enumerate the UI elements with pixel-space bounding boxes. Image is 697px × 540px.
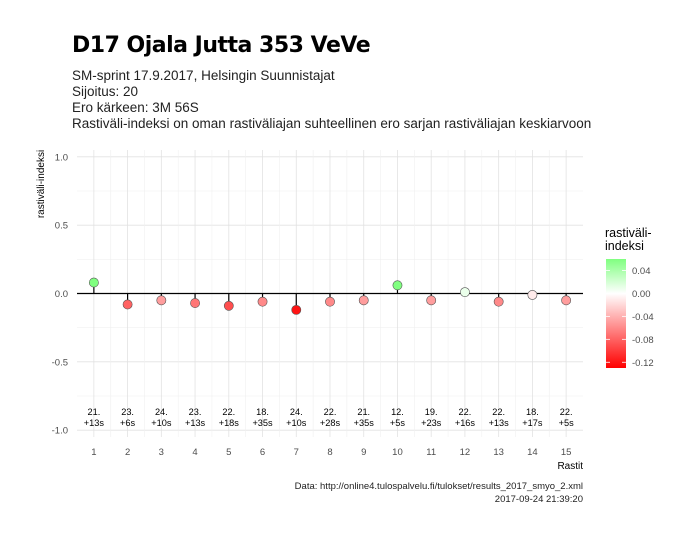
- caption-source: Data: http://online4.tulospalvelu.fi/tul…: [294, 481, 583, 492]
- data-point: [460, 287, 470, 298]
- x-tick-label: 11: [426, 447, 436, 458]
- annotation-diff: +5s: [390, 418, 405, 428]
- y-tick-label: -1.0: [52, 426, 68, 437]
- annotation-diff: +6s: [120, 418, 135, 428]
- annotation-rank: 23.: [189, 407, 202, 417]
- legend-ticks: 0.04 0.00 -0.04 -0.08 -0.12: [606, 266, 654, 369]
- annotation-rank: 21.: [357, 407, 370, 417]
- data-point: [325, 296, 335, 307]
- data-point: [291, 304, 302, 315]
- x-tick-label: 12: [460, 447, 471, 458]
- annotation-diff: +13s: [185, 418, 206, 428]
- data-points: [88, 277, 572, 315]
- annotation-rank: 19.: [425, 407, 438, 417]
- annotation-rank: 24.: [155, 407, 168, 417]
- subtitle-line-3: Ero kärkeen: 3M 56S: [72, 100, 199, 115]
- x-tick-label: 7: [294, 447, 299, 458]
- x-tick-label: 15: [561, 447, 572, 458]
- legend-tick-label: -0.08: [632, 335, 654, 346]
- y-tick-label: -0.5: [52, 357, 68, 368]
- y-tick-label: 0.5: [55, 221, 68, 232]
- x-tick-labels: 1 2 3 4 5 6 7 8 9 10 11 12 13 14 15: [91, 447, 571, 458]
- annotation-diff: +5s: [559, 418, 574, 428]
- annotation-rank: 22.: [560, 407, 573, 417]
- annotation-diff: +35s: [252, 418, 273, 428]
- x-tick-label: 13: [493, 447, 504, 458]
- chart-title: D17 Ojala Jutta 353 VeVe: [72, 33, 371, 58]
- y-axis-label: rastiväli-indeksi: [36, 150, 47, 218]
- x-axis-label: Rastit: [557, 461, 583, 472]
- subtitle-line-2: Sijoitus: 20: [72, 84, 139, 99]
- annotation-diff: +16s: [455, 418, 476, 428]
- data-point: [122, 299, 133, 310]
- annotation-diff: +35s: [354, 418, 375, 428]
- annotations: 21.+13s23.+6s24.+10s23.+13s22.+18s18.+35…: [84, 407, 574, 428]
- legend-tick-label: -0.12: [632, 358, 654, 369]
- data-point: [561, 295, 572, 306]
- x-tick-label: 3: [159, 447, 164, 458]
- x-tick-label: 14: [527, 447, 538, 458]
- annotation-diff: +10s: [151, 418, 172, 428]
- x-tick-label: 6: [260, 447, 265, 458]
- legend-title-line: indeksi: [605, 239, 644, 253]
- data-point: [88, 277, 99, 288]
- legend-tick-label: 0.04: [632, 266, 651, 277]
- annotation-rank: 22.: [459, 407, 472, 417]
- data-point: [527, 289, 538, 300]
- data-point: [257, 296, 268, 307]
- annotation-rank: 21.: [87, 407, 100, 417]
- legend-title: rastiväli-indeksi: [605, 227, 675, 253]
- legend-title-line: rastiväli-: [605, 226, 652, 240]
- x-tick-label: 5: [226, 447, 231, 458]
- data-point: [426, 295, 437, 306]
- subtitle-line-1: SM-sprint 17.9.2017, Helsingin Suunnista…: [72, 68, 335, 83]
- grid-lines: [77, 150, 583, 437]
- annotation-rank: 24.: [290, 407, 303, 417]
- annotation-rank: 22.: [324, 407, 337, 417]
- data-point: [358, 295, 369, 306]
- legend-colorbar: [606, 259, 626, 368]
- annotation-diff: +23s: [421, 418, 442, 428]
- y-tick-label: 1.0: [55, 152, 68, 163]
- data-point: [156, 295, 167, 306]
- annotation-rank: 23.: [121, 407, 134, 417]
- annotation-rank: 22.: [222, 407, 235, 417]
- annotation-diff: +10s: [286, 418, 307, 428]
- data-point: [190, 298, 200, 308]
- data-point: [392, 280, 403, 291]
- x-tick-label: 2: [125, 447, 130, 458]
- data-point: [493, 296, 504, 307]
- legend-tick-label: 0.00: [632, 289, 651, 300]
- annotation-rank: 18.: [526, 407, 539, 417]
- annotation-diff: +13s: [489, 418, 510, 428]
- x-tick-label: 8: [327, 447, 332, 458]
- annotation-diff: +28s: [320, 418, 341, 428]
- annotation-rank: 18.: [256, 407, 269, 417]
- x-tick-label: 1: [91, 447, 96, 458]
- annotation-rank: 22.: [492, 407, 505, 417]
- annotation-rank: 12.: [391, 407, 404, 417]
- annotation-diff: +13s: [84, 418, 105, 428]
- annotation-diff: +17s: [522, 418, 543, 428]
- x-tick-label: 4: [192, 447, 197, 458]
- caption-timestamp: 2017-09-24 21:39:20: [494, 494, 583, 505]
- x-tick-label: 10: [392, 447, 403, 458]
- x-tick-label: 9: [361, 447, 366, 458]
- legend-tick-label: -0.04: [632, 312, 654, 323]
- annotation-diff: +18s: [219, 418, 240, 428]
- y-tick-label: 0.0: [55, 289, 68, 300]
- data-point: [223, 300, 234, 311]
- subtitle-line-4: Rastiväli-indeksi on oman rastiväliajan …: [72, 116, 592, 131]
- y-tick-labels: -1.0 -0.5 0.0 0.5 1.0: [52, 152, 68, 436]
